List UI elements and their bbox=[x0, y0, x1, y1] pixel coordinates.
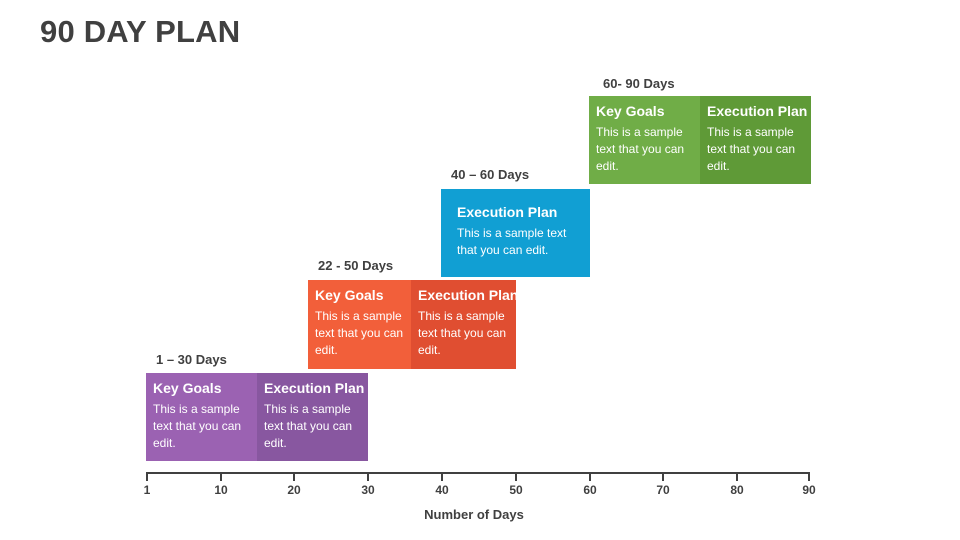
x-axis-tick-label: 50 bbox=[509, 483, 523, 497]
x-axis-tick bbox=[515, 472, 517, 481]
key-goals-text: This is a sample text that you can edit. bbox=[596, 125, 685, 173]
x-axis-tick-label: 10 bbox=[214, 483, 228, 497]
execution-plan-heading: Execution Plan bbox=[707, 103, 808, 119]
x-axis-tick-label: 90 bbox=[802, 483, 816, 497]
key-goals-text: This is a sample text that you can edit. bbox=[153, 402, 242, 450]
phase-3-label: 40 – 60 Days bbox=[451, 167, 530, 182]
x-axis-tick bbox=[441, 472, 443, 481]
phase-2-execution-plan: Execution Plan This is a sample text tha… bbox=[411, 280, 519, 369]
execution-plan-text: This is a sample text that you can edit. bbox=[457, 226, 567, 257]
x-axis-tick-label: 80 bbox=[730, 483, 744, 497]
phase-3-execution-plan: Execution Plan This is a sample text tha… bbox=[441, 189, 590, 277]
x-axis-tick bbox=[589, 472, 591, 481]
x-axis-tick bbox=[736, 472, 738, 481]
x-axis-tick bbox=[220, 472, 222, 481]
phase-1-execution-plan: Execution Plan This is a sample text tha… bbox=[257, 373, 368, 461]
execution-plan-heading: Execution Plan bbox=[418, 287, 519, 303]
x-axis-tick-label: 60 bbox=[583, 483, 597, 497]
x-axis-tick-label: 30 bbox=[361, 483, 375, 497]
x-axis-tick-label: 20 bbox=[287, 483, 301, 497]
phase-1-key-goals: Key Goals This is a sample text that you… bbox=[146, 373, 257, 461]
x-axis-tick-label: 40 bbox=[435, 483, 449, 497]
x-axis-tick-label: 1 bbox=[143, 483, 151, 497]
phase-1-label: 1 – 30 Days bbox=[156, 352, 227, 367]
key-goals-text: This is a sample text that you can edit. bbox=[315, 309, 404, 357]
x-axis-tick bbox=[293, 472, 295, 481]
x-axis-line bbox=[146, 472, 810, 474]
execution-plan-text: This is a sample text that you can edit. bbox=[418, 309, 507, 357]
x-axis-tick-label: 70 bbox=[656, 483, 670, 497]
key-goals-heading: Key Goals bbox=[153, 380, 222, 396]
page-title: 90 DAY PLAN bbox=[40, 14, 241, 49]
execution-plan-heading: Execution Plan bbox=[264, 380, 365, 396]
key-goals-heading: Key Goals bbox=[315, 287, 384, 303]
execution-plan-heading: Execution Plan bbox=[457, 204, 558, 220]
phase-4-key-goals: Key Goals This is a sample text that you… bbox=[589, 96, 700, 184]
x-axis-tick bbox=[146, 472, 148, 481]
phase-4-label: 60- 90 Days bbox=[603, 76, 675, 91]
execution-plan-text: This is a sample text that you can edit. bbox=[264, 402, 353, 450]
key-goals-heading: Key Goals bbox=[596, 103, 665, 119]
x-axis-tick bbox=[367, 472, 369, 481]
phase-2-key-goals: Key Goals This is a sample text that you… bbox=[308, 280, 411, 369]
execution-plan-text: This is a sample text that you can edit. bbox=[707, 125, 796, 173]
x-axis-title: Number of Days bbox=[424, 507, 524, 522]
x-axis-tick bbox=[808, 472, 810, 481]
phase-2-label: 22 - 50 Days bbox=[318, 258, 394, 273]
phase-4-execution-plan: Execution Plan This is a sample text tha… bbox=[700, 96, 811, 184]
x-axis-tick bbox=[662, 472, 664, 481]
